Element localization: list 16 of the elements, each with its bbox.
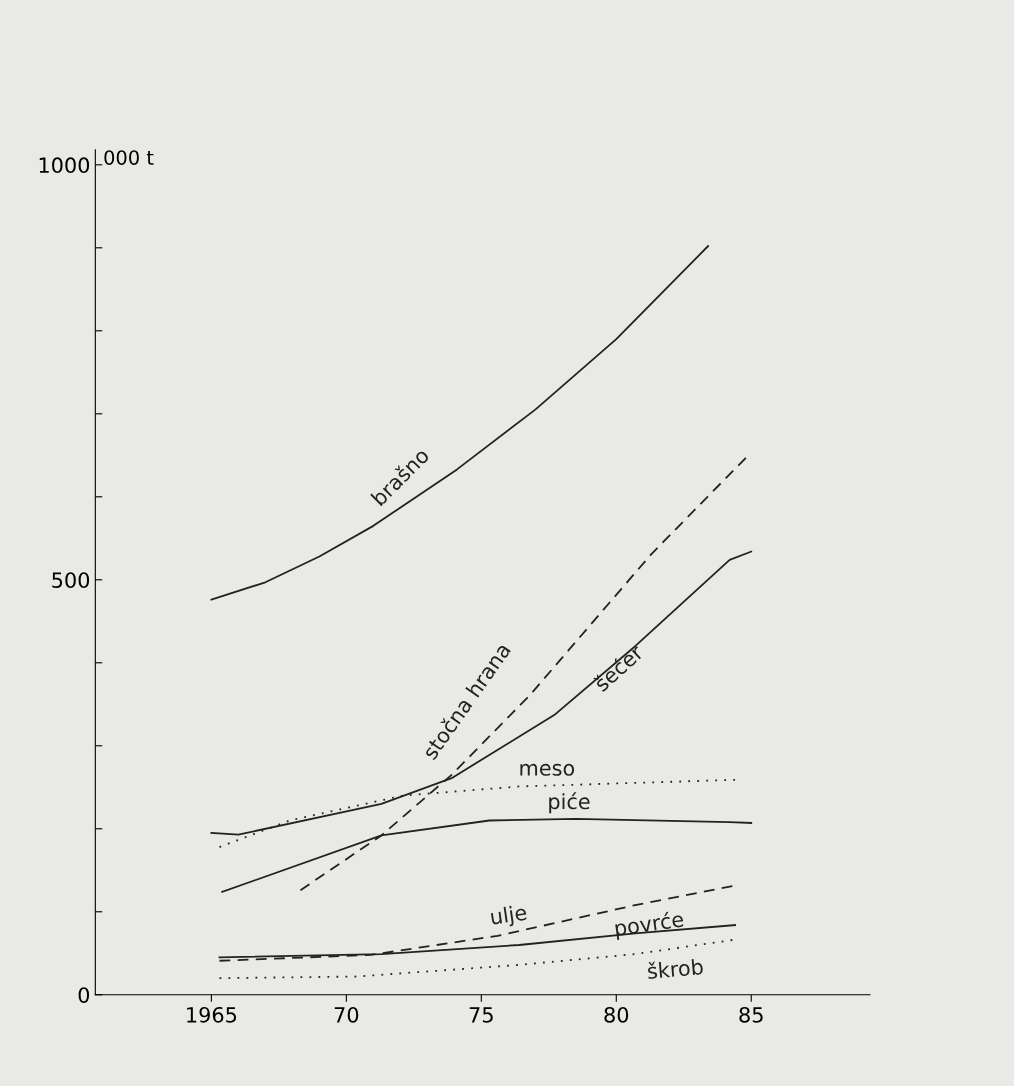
y-tick-label: 500 [52,572,90,588]
x-tick-label: 80 [604,1006,629,1023]
y-tick-label: 1000 [39,157,90,174]
text: povrće [614,909,685,941]
x-tick-label: 70 [334,1006,359,1023]
series-label: meso [520,763,575,776]
line-series [210,245,709,601]
y-axis-title: 000 t [104,150,154,165]
x-tick-label: 85 [739,1006,763,1023]
line-series [218,939,734,980]
y-tick-label: 0 [78,987,90,1003]
x-tick-label: 75 [469,1007,493,1023]
x-tick-label: 1965 [187,1006,237,1023]
series-label: škrob [647,957,704,980]
text: ulje [490,903,528,929]
series-label: piće [549,792,590,814]
